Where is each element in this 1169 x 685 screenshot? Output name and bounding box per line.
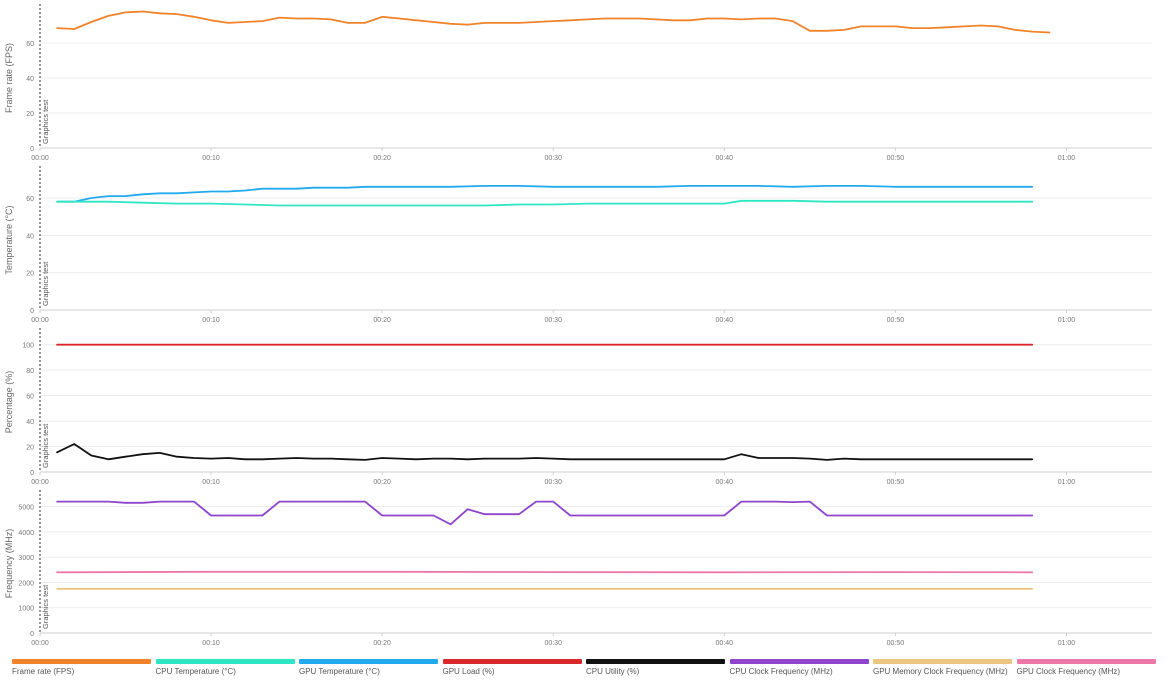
legend-swatch: [155, 659, 295, 664]
y-tick-label: 20: [26, 111, 34, 118]
legend-label: GPU Memory Clock Frequency (MHz): [873, 667, 1008, 676]
y-tick-label: 0: [30, 146, 34, 153]
series-line: [56, 199, 1034, 207]
legend-swatch: [299, 659, 438, 664]
y-axis-label: Percentage (%): [4, 371, 14, 434]
x-tick-label: 00:30: [544, 479, 562, 486]
annotation-label: Graphics test: [41, 584, 50, 629]
y-tick-label: 0: [30, 470, 34, 477]
x-tick-label: 00:10: [202, 155, 220, 162]
x-tick-label: 01:00: [1058, 155, 1076, 162]
y-tick-label: 100: [22, 343, 34, 350]
x-tick-label: 00:50: [887, 640, 905, 647]
legend-item[interactable]: Frame rate (FPS): [12, 659, 151, 683]
x-tick-label: 00:30: [544, 155, 562, 162]
series-line: [56, 570, 1034, 574]
x-tick-label: 00:20: [373, 640, 391, 647]
annotation-label: Graphics test: [41, 423, 50, 468]
y-tick-label: 80: [26, 368, 34, 375]
x-tick-label: 00:50: [887, 479, 905, 486]
x-tick-label: 00:10: [202, 479, 220, 486]
y-tick-label: 20: [26, 271, 34, 278]
legend-item[interactable]: CPU Utility (%): [586, 659, 725, 683]
legend-swatch: [12, 659, 151, 664]
legend-swatch: [1016, 659, 1156, 664]
y-tick-label: 60: [26, 196, 34, 203]
legend-label: Frame rate (FPS): [12, 667, 75, 676]
y-tick-label: 4000: [18, 530, 34, 537]
y-tick-label: 40: [26, 419, 34, 426]
y-tick-label: 3000: [18, 555, 34, 562]
legend-label: GPU Clock Frequency (MHz): [1016, 667, 1121, 676]
x-tick-label: 00:40: [716, 155, 734, 162]
x-tick-label: 00:40: [716, 640, 734, 647]
x-tick-label: 00:40: [716, 479, 734, 486]
x-tick-label: 00:00: [31, 640, 49, 647]
legend-item[interactable]: GPU Temperature (°C): [299, 659, 438, 683]
x-tick-label: 00:10: [202, 640, 220, 647]
x-tick-label: 00:00: [31, 155, 49, 162]
annotation-label: Graphics test: [41, 261, 50, 306]
y-axis-label: Frequency (MHz): [4, 529, 14, 599]
legend-swatch: [586, 659, 725, 664]
legend-item[interactable]: GPU Load (%): [442, 659, 582, 683]
series-line: [56, 443, 1034, 461]
legend-swatch: [729, 659, 869, 664]
legend-label: GPU Load (%): [442, 667, 495, 676]
legend-item[interactable]: CPU Temperature (°C): [155, 659, 295, 683]
series-line: [56, 500, 1034, 526]
annotation-label: Graphics test: [41, 99, 50, 144]
legend-label: GPU Temperature (°C): [299, 667, 380, 676]
x-tick-label: 00:20: [373, 479, 391, 486]
y-tick-label: 0: [30, 308, 34, 315]
y-tick-label: 40: [26, 233, 34, 240]
legend: Frame rate (FPS) CPU Temperature (°C) GP…: [12, 659, 1162, 683]
series-line: [56, 185, 1034, 203]
legend-label: CPU Temperature (°C): [155, 667, 236, 676]
legend-label: CPU Clock Frequency (MHz): [729, 667, 833, 676]
y-tick-label: 40: [26, 76, 34, 83]
x-tick-label: 00:40: [716, 317, 734, 324]
y-tick-label: 0: [30, 631, 34, 638]
y-tick-label: 5000: [18, 505, 34, 512]
y-tick-label: 60: [26, 41, 34, 48]
x-tick-label: 00:20: [373, 155, 391, 162]
y-tick-label: 20: [26, 445, 34, 452]
legend-label: CPU Utility (%): [586, 667, 640, 676]
legend-swatch: [873, 659, 1012, 664]
x-tick-label: 00:20: [373, 317, 391, 324]
charts-area: 0 20 40 60 00:00 00:10 00:20 00:30 00:40 00:50 01:…: [4, 4, 1152, 647]
x-tick-label: 00:00: [31, 317, 49, 324]
x-tick-label: 00:30: [544, 640, 562, 647]
legend-item[interactable]: GPU Clock Frequency (MHz): [1016, 659, 1156, 683]
x-tick-label: 01:00: [1058, 479, 1076, 486]
x-tick-label: 00:10: [202, 317, 220, 324]
y-tick-label: 60: [26, 394, 34, 401]
y-tick-label: 2000: [18, 580, 34, 587]
series-line: [56, 10, 1051, 34]
x-tick-label: 01:00: [1058, 640, 1076, 647]
x-tick-label: 00:50: [887, 155, 905, 162]
x-tick-label: 00:50: [887, 317, 905, 324]
x-tick-label: 00:30: [544, 317, 562, 324]
x-tick-label: 00:00: [31, 479, 49, 486]
legend-item[interactable]: CPU Clock Frequency (MHz): [729, 659, 869, 683]
y-tick-label: 1000: [18, 606, 34, 613]
x-tick-label: 01:00: [1058, 317, 1076, 324]
y-axis-label: Temperature (°C): [4, 205, 14, 274]
y-axis-label: Frame rate (FPS): [4, 43, 14, 113]
legend-item[interactable]: GPU Memory Clock Frequency (MHz): [873, 659, 1012, 683]
legend-swatch: [442, 659, 582, 664]
